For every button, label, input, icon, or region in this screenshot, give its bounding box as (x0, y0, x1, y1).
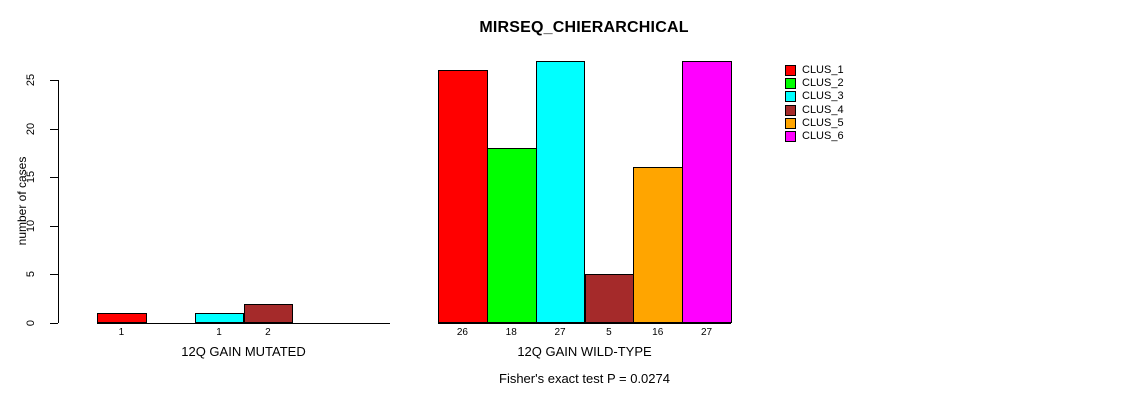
legend-swatch (785, 65, 796, 77)
legend-swatch (785, 131, 796, 143)
legend-item-clus_1: CLUS_1 (785, 64, 844, 77)
bar-value-label: 18 (505, 327, 517, 338)
bar-value-label: 16 (652, 327, 664, 338)
bar-value-label: 5 (606, 327, 612, 338)
y-axis-tick (50, 128, 58, 130)
legend: CLUS_1 CLUS_2 CLUS_3 CLUS_4 CLUS_5 CLUS_6 (785, 64, 844, 143)
legend-swatch (785, 104, 796, 116)
legend-label: CLUS_3 (802, 90, 844, 103)
legend-swatch (785, 91, 796, 103)
x-axis-baseline (438, 323, 731, 324)
bar-value-label: 27 (554, 327, 566, 338)
x-axis-group-label-wildtype: 12Q GAIN WILD-TYPE (517, 344, 652, 359)
legend-label: CLUS_5 (802, 116, 844, 129)
bar-clus_6-group2 (682, 60, 732, 323)
bar-clus_3-group2 (535, 60, 586, 323)
legend-item-clus_6: CLUS_6 (785, 130, 844, 143)
bar-value-label: 1 (118, 327, 125, 338)
fisher-test-caption: Fisher's exact test P = 0.0274 (499, 371, 670, 386)
legend-item-clus_5: CLUS_5 (785, 117, 844, 130)
y-axis-tick (50, 274, 58, 276)
bar-value-label: 26 (456, 327, 468, 338)
y-axis-tick (50, 225, 58, 227)
bar-value-label: 27 (701, 327, 713, 338)
x-axis-baseline (97, 323, 390, 324)
chart-title: MIRSEQ_CHIERARCHICAL (479, 19, 689, 36)
legend-swatch (785, 117, 796, 129)
bar-clus_4-group1 (243, 303, 294, 323)
legend-label: CLUS_4 (802, 103, 844, 116)
y-axis-tick-label: 0 (25, 319, 37, 327)
bar-value-label: 2 (265, 327, 271, 338)
y-axis-tick (50, 80, 58, 81)
bar-clus_4-group2 (584, 274, 635, 323)
legend-label: CLUS_6 (802, 130, 844, 143)
legend-label: CLUS_2 (802, 77, 844, 90)
x-axis-group-label-mutated: 12Q GAIN MUTATED (181, 344, 306, 359)
bar-clus_2-group2 (486, 148, 537, 323)
y-axis-tick-label: 15 (25, 171, 37, 184)
bar-clus_3-group1 (194, 313, 245, 323)
legend-item-clus_4: CLUS_4 (785, 104, 844, 117)
legend-item-clus_2: CLUS_2 (785, 77, 844, 90)
y-axis-tick-label: 5 (25, 271, 37, 278)
bar-clus_1-group2 (438, 70, 488, 323)
y-axis-tick-label: 20 (25, 122, 37, 135)
bar-clus_5-group2 (633, 167, 684, 323)
bar-value-label: 1 (216, 327, 222, 338)
y-axis-tick (50, 177, 58, 179)
legend-item-clus_3: CLUS_3 (785, 90, 844, 103)
bar-clus_1-group1 (97, 313, 147, 323)
legend-label: CLUS_1 (802, 64, 844, 77)
legend-swatch (785, 78, 796, 90)
y-axis-tick (50, 323, 58, 324)
y-axis-tick-label: 25 (25, 73, 37, 87)
y-axis-line (58, 80, 59, 323)
y-axis-tick-label: 10 (25, 219, 37, 232)
